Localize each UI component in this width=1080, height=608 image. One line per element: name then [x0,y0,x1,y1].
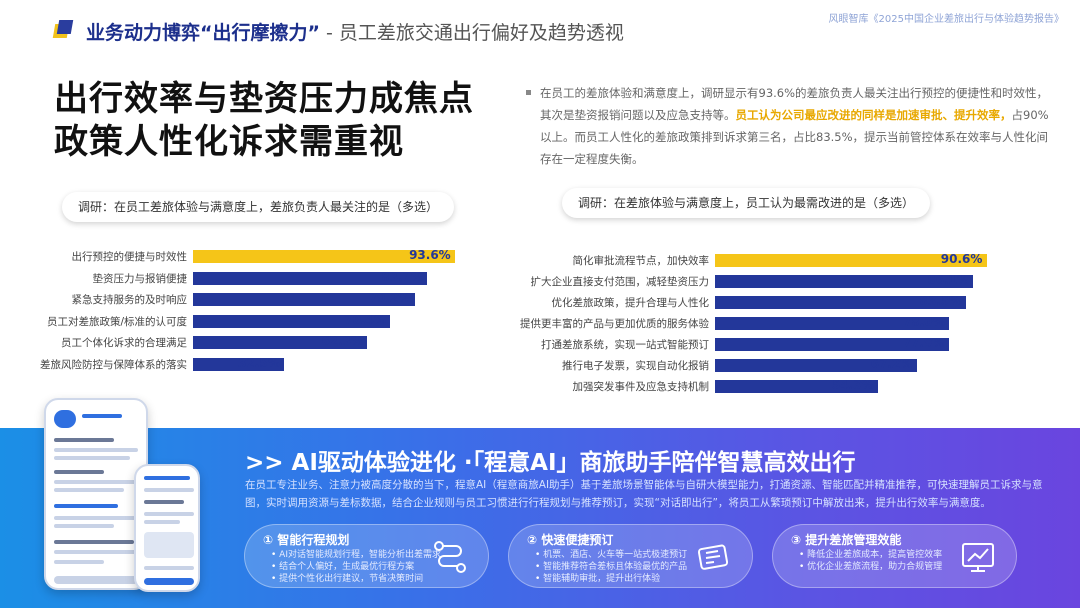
card-item: 优化企业差旅流程，助力合规管理 [799,561,942,573]
page-header-title: 业务动力博弈“出行摩擦力” - 员工差旅交通出行偏好及趋势透视 [86,18,624,45]
bar-row: 员工个体化诉求的合理满足 62.3% [0,334,533,349]
bar-label: 紧急支持服务的及时响应 [71,294,188,306]
bar-value: 62.3% [321,334,364,348]
header-title-sub: - 员工差旅交通出行偏好及趋势透视 [319,22,624,44]
bar-value: 79.2% [368,291,411,305]
robot-icon [54,410,76,428]
card-title: ② 快速便捷预订 [527,533,614,547]
bar-row: 扩大企业直接支付范围，减轻垫资压力 86.1% [0,273,1075,288]
bar-label: 员工个体化诉求的合理满足 [61,337,187,349]
ticket-icon [697,544,729,570]
bar-label: 员工对差旅政策/标准的认可度 [46,315,187,328]
ai-section-title: >> AI驱动体验进化 ·「程意AI」商旅助手陪伴智慧高效出行 [245,450,856,476]
bar-label: 优化差旅政策，提升合理与人性化 [551,297,710,309]
bar [715,296,966,309]
bar [715,254,987,267]
bar-row: 垫资压力与报销便捷 83.7% [0,269,533,285]
intro-paragraph: 在员工的差旅体验和满意度上，调研显示有93.6%的差旅负责人最关注出行预控的便捷… [526,82,1050,170]
bar-row: 员工对差旅政策/标准的认可度 70.4% [0,312,533,328]
bar-row: 优化差旅政策，提升合理与人性化 83.5% [0,294,1075,309]
bar-row: 打通差旅系统，实现一站式智能预订 77.9% [0,336,1075,351]
header-title-main: 业务动力博弈“出行摩擦力” [86,22,320,44]
bar-value: 83.7% [381,269,423,284]
bar [193,314,391,328]
bar-value: 32.5% [238,355,280,370]
card-item: 降低企业差旅成本，提高管控效率 [799,549,942,561]
intro-part2: 占90%以上。而员工人性化的差旅政策排到诉求第三名，占比83.5%，提示当前管控… [540,108,1049,166]
intro-highlight: 员工认为公司最应改进的同样是加速审批、提升效率， [735,108,1012,122]
bar-row: 推行电子发票，实现自动化报销 67.2% [0,357,1075,372]
bar-label: 扩大企业直接支付范围，减轻垫资压力 [530,276,710,288]
bar-value: 93.6% [409,248,451,262]
bar-value: 67.2% [870,357,913,371]
feature-card-booking: ② 快速便捷预订 机票、酒店、火车等一站式极速预订 智能推荐符合差标且体验最优的… [508,524,753,588]
phone-mockup-back [44,398,148,590]
chart-right-title: 调研：在差旅体验与满意度上，员工认为最需改进的是（多选） [562,188,931,218]
logo-icon [52,20,74,38]
bar-row: 差旅风险防控与保障体系的落实 32.5% [0,355,533,371]
bar-value: 83.5% [919,294,962,308]
bar [715,317,949,330]
chart-right: 简化审批流程节点，加快效率 90.6% 扩大企业直接支付范围，减轻垫资压力 86.1%… [0,252,1080,394]
bar [715,275,974,288]
bar [715,380,878,393]
bar-value: 90.6% [940,252,983,266]
bar-value: 77.9% [902,336,945,350]
route-icon [434,541,466,573]
bar [193,336,368,349]
feature-card-trip-planning: ① 智能行程规划 AI对话智能规划行程，智能分析出差需求 结合个人偏好，生成最优… [244,524,489,588]
bar [193,293,415,306]
bullet-icon [526,90,531,95]
bar-label: 简化审批流程节点，加快效率 [572,255,710,267]
feature-card-management: ③ 提升差旅管理效能 降低企业差旅成本，提高管控效率 优化企业差旅流程，助力合规… [772,524,1017,588]
chart-left-title: 调研：在员工差旅体验与满意度上，差旅负责人最关注的是（多选） [62,192,455,222]
headline-line1: 出行效率与垫资压力成焦点 [54,79,474,119]
phone-mockup-front [134,464,200,592]
bar [193,271,428,285]
bar-row: 简化审批流程节点，加快效率 90.6% [0,252,1075,267]
bar-value: 86.1% [927,273,969,287]
bar-label: 加强突发事件及应急支持机制 [572,381,710,393]
bar-label: 出行预控的便捷与时效性 [71,251,188,263]
card-title: ③ 提升差旅管理效能 [791,533,902,547]
bar [715,338,949,351]
bar-value: 78.0% [903,315,945,329]
chart-left: 出行预控的便捷与时效性 93.6% 垫资压力与报销便捷 83.7% 紧急支持服务的及时响… [0,248,520,380]
dashboard-chart-icon [962,543,994,572]
card-item: 机票、酒店、火车等一站式极速预订 [535,549,687,561]
bar [193,250,456,263]
bar [193,357,284,371]
headline-line2: 政策人性化诉求需重视 [54,122,404,162]
bar-label: 打通差旅系统，实现一站式智能预订 [541,339,709,351]
bar [715,359,917,372]
card-item: 提供个性化出行建议，节省决策时间 [271,573,441,585]
bar-label: 推行电子发票，实现自动化报销 [562,360,709,372]
ai-section-desc: 在员工专注业务、注意力被高度分散的当下，程意AI（程意商旅AI助手）基于差旅场景… [245,479,1043,509]
card-title: ① 智能行程规划 [263,533,350,547]
headline: 出行效率与垫资压力成焦点 政策人性化诉求需重视 [54,78,474,164]
source-note: 风眼智库《2025中国企业差旅出行与体验趋势报告》 [828,14,1064,25]
bar-row: 出行预控的便捷与时效性 93.6% [0,248,533,263]
bar-label: 垫资压力与报销便捷 [92,272,188,285]
card-item: 结合个人偏好，生成最优行程方案 [271,561,441,573]
card-item: AI对话智能规划行程，智能分析出差需求 [271,549,441,561]
bar-row: 提供更丰富的产品与更加优质的服务体验 78.0% [0,315,1075,330]
bar-value: 70.4% [344,312,386,327]
card-item: 智能辅助审批，提升出行体验 [535,573,687,585]
bar-row: 紧急支持服务的及时响应 79.2% [0,291,533,306]
intro-part1: 在员工的差旅体验和满意度上，调研显示有93.6%的差旅负责人最关注出行预控的便捷… [540,86,1049,122]
bar-row: 加强突发事件及应急支持机制 54.3% [0,378,1075,393]
bar-label: 提供更丰富的产品与更加优质的服务体验 [520,318,709,330]
card-item: 智能推荐符合差标且体验最优的产品 [535,561,687,573]
bar-value: 54.3% [831,378,874,392]
bar-label: 差旅风险防控与保障体系的落实 [40,358,187,371]
